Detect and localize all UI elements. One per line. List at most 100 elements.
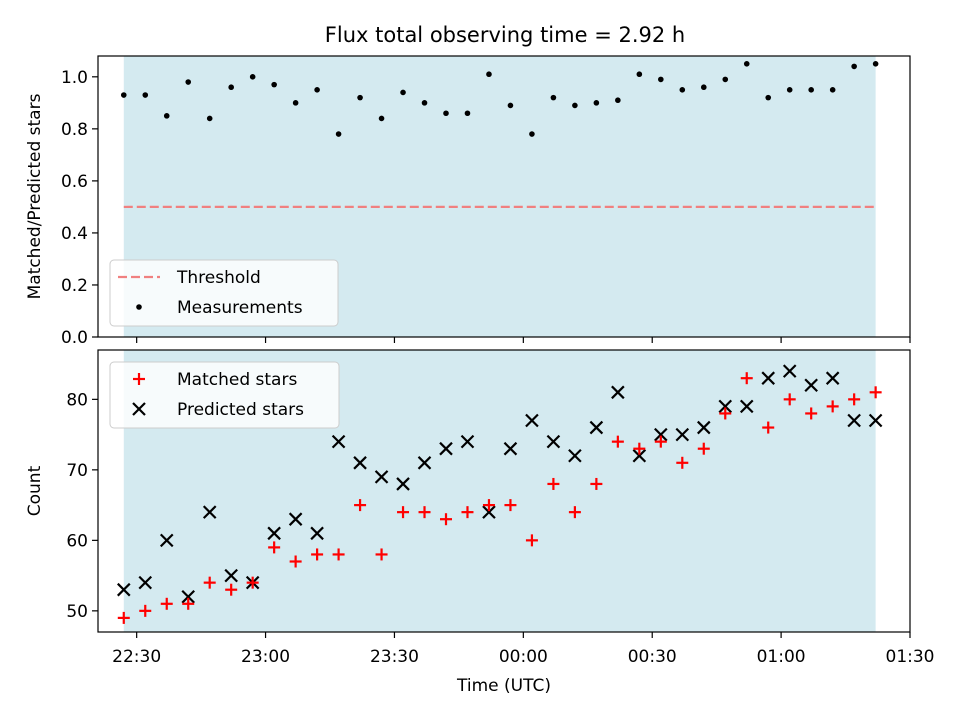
predicted-star-point (267, 526, 281, 541)
matched-star-point (311, 548, 324, 561)
predicted-star-point-b (611, 385, 625, 400)
y-axis-label: Matched/Predicted stars (25, 93, 45, 299)
measurement-point (507, 102, 514, 109)
x-tick-label: 01:30 (886, 647, 935, 667)
predicted-star-point (804, 378, 818, 393)
measurement-point (529, 131, 535, 137)
predicted-star-point-b (568, 448, 582, 463)
measurement-point (872, 61, 879, 67)
matched-star-point (117, 611, 130, 624)
measurement-point (142, 92, 149, 98)
x-tick-label: 00:30 (628, 647, 677, 667)
predicted-star-point (847, 413, 861, 428)
figure-title: Flux total observing time = 2.92 h (325, 23, 685, 47)
measurement-point (743, 61, 750, 67)
legend-predicted-swatch-b (132, 402, 146, 416)
measurement-point (722, 76, 729, 83)
matched-star-point (848, 393, 861, 406)
predicted-star-point (439, 441, 453, 456)
measurement-point (400, 89, 406, 96)
predicted-star-point-b (181, 589, 196, 604)
measurement-point (636, 71, 643, 78)
x-axis-label: Time (UTC) (456, 676, 551, 696)
y-axis-label: Count (25, 465, 45, 516)
predicted-star-point (782, 364, 797, 378)
predicted-star-point-b (546, 434, 561, 449)
predicted-star-point-b (288, 512, 303, 526)
predicted-star-point (611, 385, 625, 400)
y-tick-label: 80 (66, 390, 88, 410)
matched-star-point (719, 407, 732, 420)
matched-star-point (590, 477, 603, 490)
axes-frame (97, 349, 911, 633)
predicted-star-point-b (825, 371, 840, 385)
predicted-star-point-b (267, 526, 281, 541)
predicted-star-point-b (374, 470, 389, 484)
y-tick-label: 50 (66, 602, 88, 622)
predicted-star-point-b (654, 427, 668, 442)
measurement-point (163, 113, 170, 119)
y-tick-label: 0.2 (61, 276, 88, 296)
count-panel: 50 60 70 80 22:30 23:00 23:30 00:00 00:30 01:00 01… (25, 349, 935, 696)
measurement-point (615, 97, 621, 104)
matched-star-point (375, 548, 388, 561)
predicted-star-point (546, 434, 561, 449)
measurement-point (786, 87, 793, 93)
predicted-star-point-b (675, 427, 690, 442)
matched-star-point (332, 548, 345, 561)
matched-star-point (547, 477, 560, 490)
predicted-star-point (632, 448, 647, 463)
measurement-point (808, 87, 814, 93)
predicted-star-point-b (804, 378, 818, 393)
predicted-star-point (675, 427, 690, 442)
predicted-star-point-b (116, 582, 131, 597)
legend-label: Predicted stars (177, 400, 304, 420)
legend-label: Threshold (176, 268, 261, 288)
predicted-star-point-b (696, 420, 711, 435)
measurement-point (593, 100, 600, 106)
measurement-point (185, 79, 192, 85)
matched-star-point (762, 421, 775, 434)
matched-star-point (461, 506, 474, 519)
predicted-star-point (310, 526, 324, 541)
matched-star-point (440, 513, 452, 526)
measurement-point (120, 92, 127, 98)
matched-star-point (268, 541, 281, 554)
matched-star-point (805, 407, 818, 420)
matched-star-point (482, 499, 495, 512)
measurement-point (700, 84, 707, 91)
measurement-point (335, 131, 342, 137)
predicted-star-point (460, 434, 475, 449)
measurement-point (486, 71, 492, 78)
predicted-star-point (116, 582, 131, 597)
matched-star-point (740, 372, 753, 385)
predicted-star-point-b (224, 568, 238, 583)
matched-star-point (203, 576, 216, 589)
predicted-star-point (396, 477, 410, 491)
predicted-star-point-b (503, 441, 518, 456)
predicted-star-point (589, 420, 604, 435)
matched-star-point (676, 456, 689, 469)
matched-star-point (225, 583, 238, 596)
x-tick-label: 23:30 (370, 647, 419, 667)
measurement-point (357, 94, 363, 101)
measurement-point (550, 94, 557, 101)
matched-star-point (397, 506, 410, 519)
measurement-point (378, 115, 385, 122)
predicted-star-point (825, 371, 840, 385)
matched-star-point (525, 534, 538, 547)
y-tick-label: 0.6 (61, 172, 88, 192)
predicted-star-point (568, 448, 582, 463)
y-tick-label: 70 (66, 461, 88, 481)
predicted-star-point (138, 575, 153, 590)
predicted-star-point-b (417, 456, 432, 470)
x-tick-label: 00:00 (499, 647, 548, 667)
matched-star-point (611, 435, 624, 448)
predicted-star-point (224, 568, 238, 583)
predicted-star-point (288, 512, 303, 526)
measurement-point (679, 87, 686, 93)
matched-star-point (289, 555, 302, 568)
predicted-star-point-b (847, 413, 861, 428)
measurement-point (464, 110, 471, 117)
predicted-star-point-b (460, 434, 475, 449)
